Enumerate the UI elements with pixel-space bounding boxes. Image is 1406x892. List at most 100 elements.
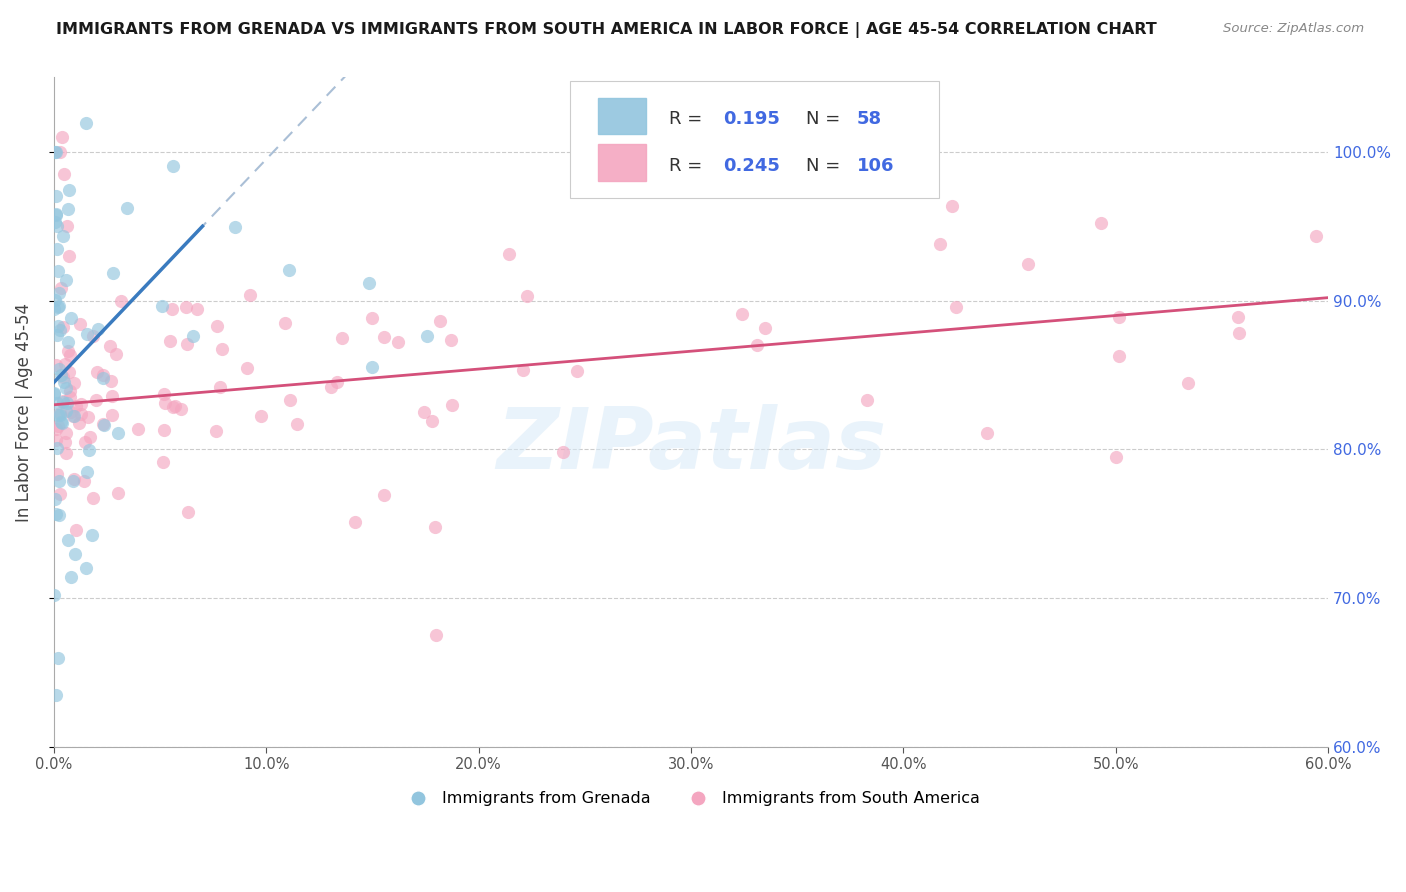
Point <box>52 320 75 334</box>
Point <box>387 335 409 350</box>
Point <box>420 414 443 428</box>
Point <box>48 474 70 488</box>
Point <box>55 446 77 460</box>
Point <box>62 409 84 424</box>
Text: Source: ZipAtlas.com: Source: ZipAtlas.com <box>1223 22 1364 36</box>
Point <box>46 650 69 665</box>
Point <box>73 434 96 449</box>
Point <box>45 189 67 203</box>
Point <box>100 374 122 388</box>
Point <box>60 570 83 584</box>
Point <box>551 444 574 458</box>
Point <box>56 396 79 410</box>
Point <box>56 343 79 358</box>
Point <box>208 380 231 394</box>
Point <box>53 375 76 389</box>
Point <box>76 326 98 341</box>
Point <box>731 307 754 321</box>
Point <box>45 467 67 482</box>
Point <box>181 328 204 343</box>
Point <box>48 362 70 376</box>
Point <box>976 425 998 440</box>
Point <box>117 201 139 215</box>
Point <box>150 299 173 313</box>
Point <box>101 408 124 422</box>
Point <box>87 322 110 336</box>
Point <box>425 628 447 642</box>
Point <box>101 266 124 280</box>
Point <box>75 116 97 130</box>
Point <box>91 368 114 383</box>
Point <box>59 348 82 362</box>
Point <box>152 387 174 401</box>
Point <box>159 334 181 348</box>
Point <box>754 320 776 334</box>
Point <box>330 331 353 345</box>
Point <box>1227 326 1250 341</box>
Bar <box>598 97 647 135</box>
Point <box>58 365 80 379</box>
Point <box>55 381 77 395</box>
Point <box>928 237 950 252</box>
Point <box>82 528 104 542</box>
Point <box>100 389 122 403</box>
Point <box>49 145 72 159</box>
Point <box>1305 229 1327 244</box>
Point <box>86 392 108 407</box>
Point <box>224 219 246 234</box>
Point <box>856 393 879 408</box>
Point <box>46 318 69 333</box>
Text: 0.195: 0.195 <box>723 110 780 128</box>
Point <box>46 418 69 433</box>
Point <box>42 386 65 401</box>
Point <box>413 405 436 419</box>
Point <box>1177 376 1199 391</box>
Point <box>52 394 75 409</box>
Point <box>49 408 72 422</box>
Point <box>79 429 101 443</box>
Point <box>45 207 67 221</box>
Point <box>127 422 149 436</box>
Point <box>440 398 463 412</box>
Point <box>46 441 69 455</box>
Point <box>211 342 233 356</box>
Point <box>63 376 86 390</box>
Point <box>236 360 259 375</box>
Point <box>45 433 67 447</box>
Point <box>153 395 176 409</box>
Point <box>415 329 437 343</box>
Point <box>512 363 534 377</box>
Point <box>186 302 208 317</box>
Point <box>44 145 66 159</box>
Point <box>278 262 301 277</box>
Text: N =: N = <box>806 157 839 175</box>
Point <box>69 317 91 331</box>
Point <box>516 289 538 303</box>
Point <box>498 247 520 261</box>
Point <box>65 523 87 537</box>
Point <box>319 380 342 394</box>
Point <box>59 384 82 399</box>
Point <box>51 368 73 382</box>
Point <box>440 333 463 347</box>
Point <box>326 375 349 389</box>
Text: IMMIGRANTS FROM GRENADA VS IMMIGRANTS FROM SOUTH AMERICA IN LABOR FORCE | AGE 45: IMMIGRANTS FROM GRENADA VS IMMIGRANTS FR… <box>56 22 1157 38</box>
Point <box>1227 310 1250 324</box>
Point <box>45 507 67 521</box>
Point <box>73 474 96 488</box>
Point <box>48 508 70 522</box>
Point <box>239 288 262 302</box>
Point <box>56 335 79 350</box>
Point <box>67 416 90 430</box>
Point <box>278 392 301 407</box>
Point <box>423 520 446 534</box>
Point <box>82 329 104 343</box>
Point <box>44 215 66 229</box>
Point <box>46 408 69 422</box>
Point <box>53 357 76 371</box>
Bar <box>598 145 647 181</box>
Point <box>51 130 73 145</box>
Point <box>86 365 108 379</box>
Point <box>49 415 72 429</box>
Point <box>48 286 70 301</box>
